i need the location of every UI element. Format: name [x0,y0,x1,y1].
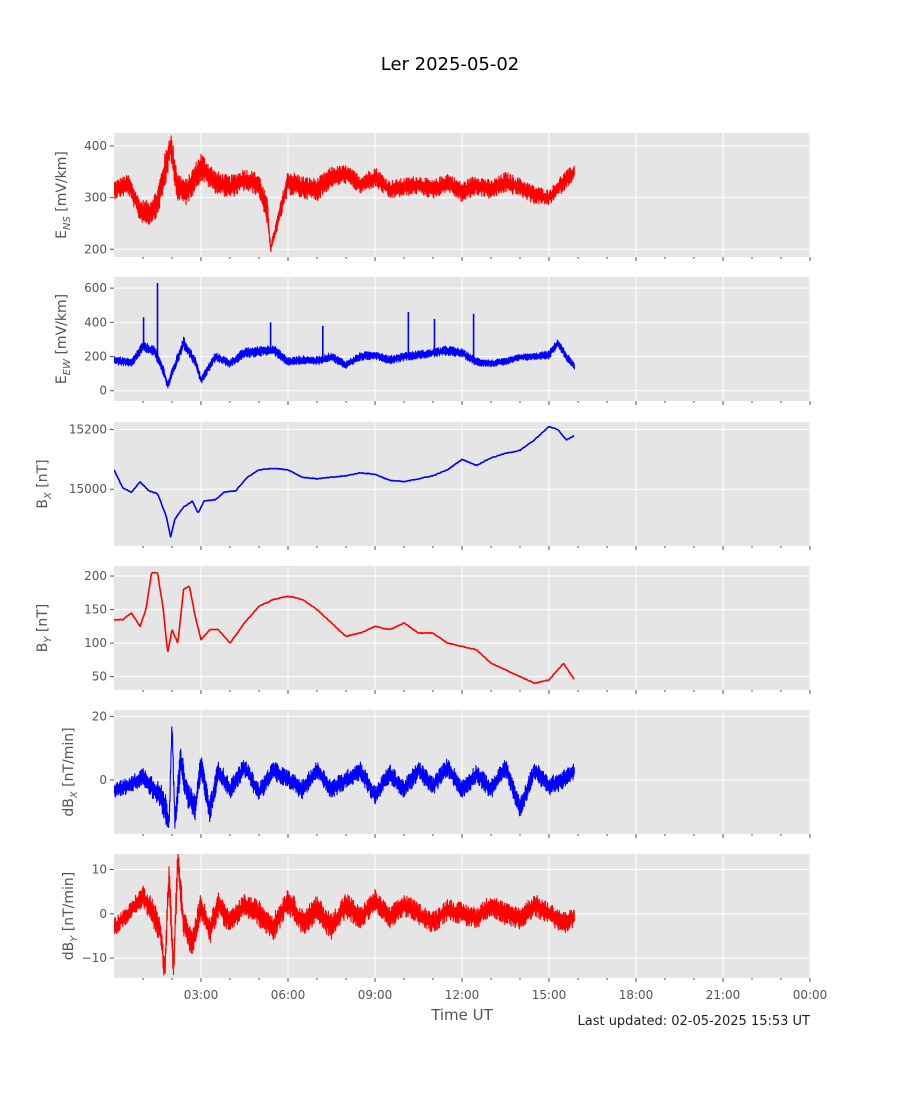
y-axis-label-main: E [54,375,70,384]
y-axis-label-main: B [35,643,51,653]
y-tick-label: 400 [84,139,107,153]
y-tick-label: 300 [84,191,107,205]
panel-dbx: 0 20 dBX [nT/min] [61,709,811,838]
series-line-ens [114,135,575,253]
y-axis-label-units: [nT] [35,604,51,637]
panel-ens: 200 300 400 ENS [mV/km] [54,133,811,261]
panel-dby: −10 0 10 dBY [nT/min] [61,854,811,982]
y-tick-label: 50 [92,670,107,684]
x-tick-label: 21:00 [706,988,741,1002]
y-tick-label: 400 [84,315,107,329]
y-tick-label: 100 [84,636,107,650]
x-tick-label: 15:00 [532,988,567,1002]
panel-by: 50 100 150 200 BY [nT] [35,566,811,694]
y-axis-label: BX [nT] [35,459,54,508]
x-tick-label: 12:00 [445,988,480,1002]
y-axis-label-subscript: Y [43,636,54,643]
y-tick-label: −10 [82,951,107,965]
y-axis-label-subscript: X [43,491,54,500]
y-axis-label: dBY [nT/min] [61,872,80,961]
x-tick-label: 18:00 [619,988,654,1002]
x-tick-label: 09:00 [358,988,393,1002]
panel-bx: 15000 15200 BX [nT] [35,422,811,550]
y-axis-label-units: [nT] [35,459,51,492]
y-tick-label: 0 [99,384,107,398]
x-axis-label: Time UT [430,1006,493,1024]
y-tick-label: 200 [84,569,107,583]
y-axis-label-main: dB [61,798,77,817]
series-line-bx [114,425,575,538]
y-axis-label-subscript: X [69,790,80,799]
y-axis-label-units: [nT/min] [61,727,77,791]
y-tick-label: 150 [84,603,107,617]
y-axis-label-units: [nT/min] [61,872,77,936]
x-axis: 03:00 06:00 09:00 12:00 15:00 18:00 21:00 00:00 [184,988,828,1002]
chart-title: Ler 2025-05-02 [381,54,520,75]
y-axis-label-units: [mV/km] [54,151,70,216]
series-line-eew [114,336,575,389]
series-line-by [114,571,575,685]
y-axis-label: BY [nT] [35,604,54,653]
y-axis-label: EEW [mV/km] [54,294,73,384]
y-axis-label-subscript: EW [62,358,73,375]
y-tick-label: 0 [99,907,107,921]
last-updated-text: Last updated: 02-05-2025 15:53 UT [577,1014,810,1029]
y-axis-label-main: B [35,499,51,509]
y-tick-label: 15200 [69,422,107,436]
y-tick-label: 0 [99,773,107,787]
y-axis-label-subscript: Y [69,935,80,942]
y-tick-label: 600 [84,281,107,295]
y-axis-label-subscript: NS [62,216,73,230]
y-tick-label: 15000 [69,482,107,496]
x-tick-label: 00:00 [793,988,828,1002]
y-axis-label-main: dB [61,942,77,961]
panel-eew: 0 200 400 600 EEW [mV/km] [54,277,811,405]
x-tick-label: 03:00 [184,988,219,1002]
y-tick-label: 200 [84,350,107,364]
y-axis-label-main: E [54,230,70,239]
y-axis-label: dBX [nT/min] [61,727,80,816]
y-tick-label: 20 [92,709,107,723]
y-tick-label: 10 [92,863,107,877]
y-axis-label-units: [mV/km] [54,294,70,359]
series-line-dby [114,854,575,976]
y-tick-label: 200 [84,242,107,256]
series-line-dbx [114,726,575,829]
x-tick-label: 06:00 [271,988,306,1002]
y-axis-label: ENS [mV/km] [54,151,73,239]
